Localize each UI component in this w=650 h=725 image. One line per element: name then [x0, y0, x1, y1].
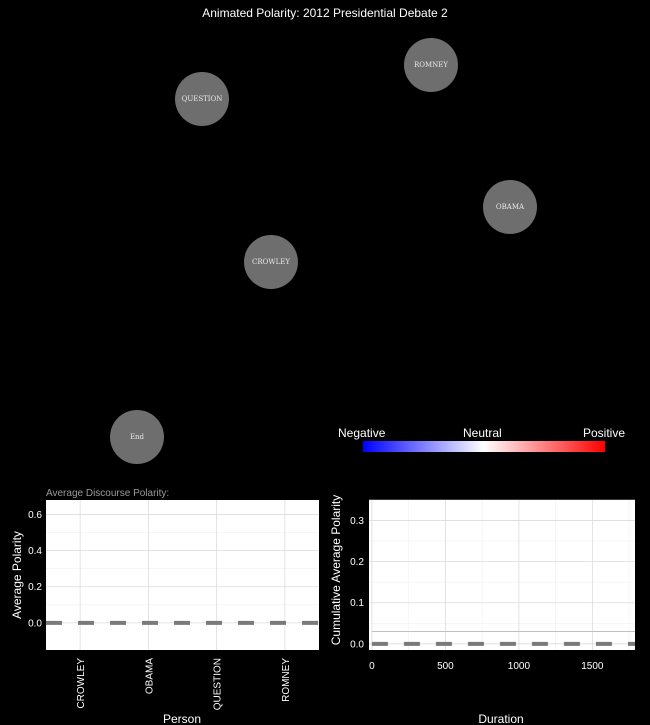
x-tick-label: 1500 — [581, 661, 604, 672]
node-question: QUESTION — [175, 72, 229, 126]
y-tick-label: 0.6 — [28, 510, 42, 521]
y-tick-label: 0.0 — [350, 639, 364, 650]
node-label: CROWLEY — [252, 258, 290, 266]
legend-gradient-bar — [363, 441, 605, 452]
y-tick-label: 0.2 — [28, 582, 42, 593]
y-axis-label: Cumulative Average Polarity — [329, 495, 343, 646]
node-obama: OBAMA — [483, 180, 537, 234]
node-label: ROMNEY — [413, 61, 449, 69]
y-tick-label: 0.1 — [350, 598, 364, 609]
legend-neutral: Neutral — [463, 426, 502, 440]
legend-negative: Negative — [338, 426, 386, 440]
node-romney: ROMNEY — [404, 38, 458, 92]
plot-panel — [46, 500, 319, 650]
line-chart-cumulative-polarity: 0.0 0.1 0.2 0.3 0 500 1000 1500 Cumulative Aver… — [329, 495, 635, 725]
y-tick-label: 0.3 — [350, 516, 364, 527]
plot-panel — [369, 500, 635, 650]
chart-title: Animated Polarity: 2012 Presidential Deb… — [202, 6, 448, 20]
left-chart-subtitle: Average Discourse Polarity: — [46, 488, 170, 499]
x-tick-label: CROWLEY — [76, 658, 87, 709]
y-tick-label: 0.0 — [28, 618, 42, 629]
node-crowley: CROWLEY — [244, 235, 298, 289]
x-axis-label: Duration — [478, 712, 523, 725]
x-tick-label: 0 — [369, 661, 375, 672]
polarity-legend: Negative Neutral Positive — [338, 426, 630, 456]
x-tick-label: 1000 — [508, 661, 531, 672]
node-label: OBAMA — [495, 203, 525, 211]
node-end: End — [110, 410, 164, 464]
x-tick-label: 500 — [437, 661, 454, 672]
y-tick-label: 0.4 — [28, 546, 42, 557]
x-axis-label: Person — [163, 712, 201, 725]
y-axis-label: Average Polarity — [10, 531, 24, 619]
y-tick-label: 0.2 — [350, 557, 364, 568]
node-label: End — [129, 433, 145, 441]
x-tick-label: OBAMA — [144, 658, 155, 694]
bar-chart-avg-polarity: 0.0 0.2 0.4 0.6 CROWLEY OBAMA QUESTION ROMNEY A… — [10, 500, 319, 725]
x-tick-label: QUESTION — [213, 658, 224, 710]
node-label: QUESTION — [181, 95, 223, 103]
x-tick-label: ROMNEY — [281, 658, 292, 702]
legend-positive: Positive — [583, 426, 626, 440]
